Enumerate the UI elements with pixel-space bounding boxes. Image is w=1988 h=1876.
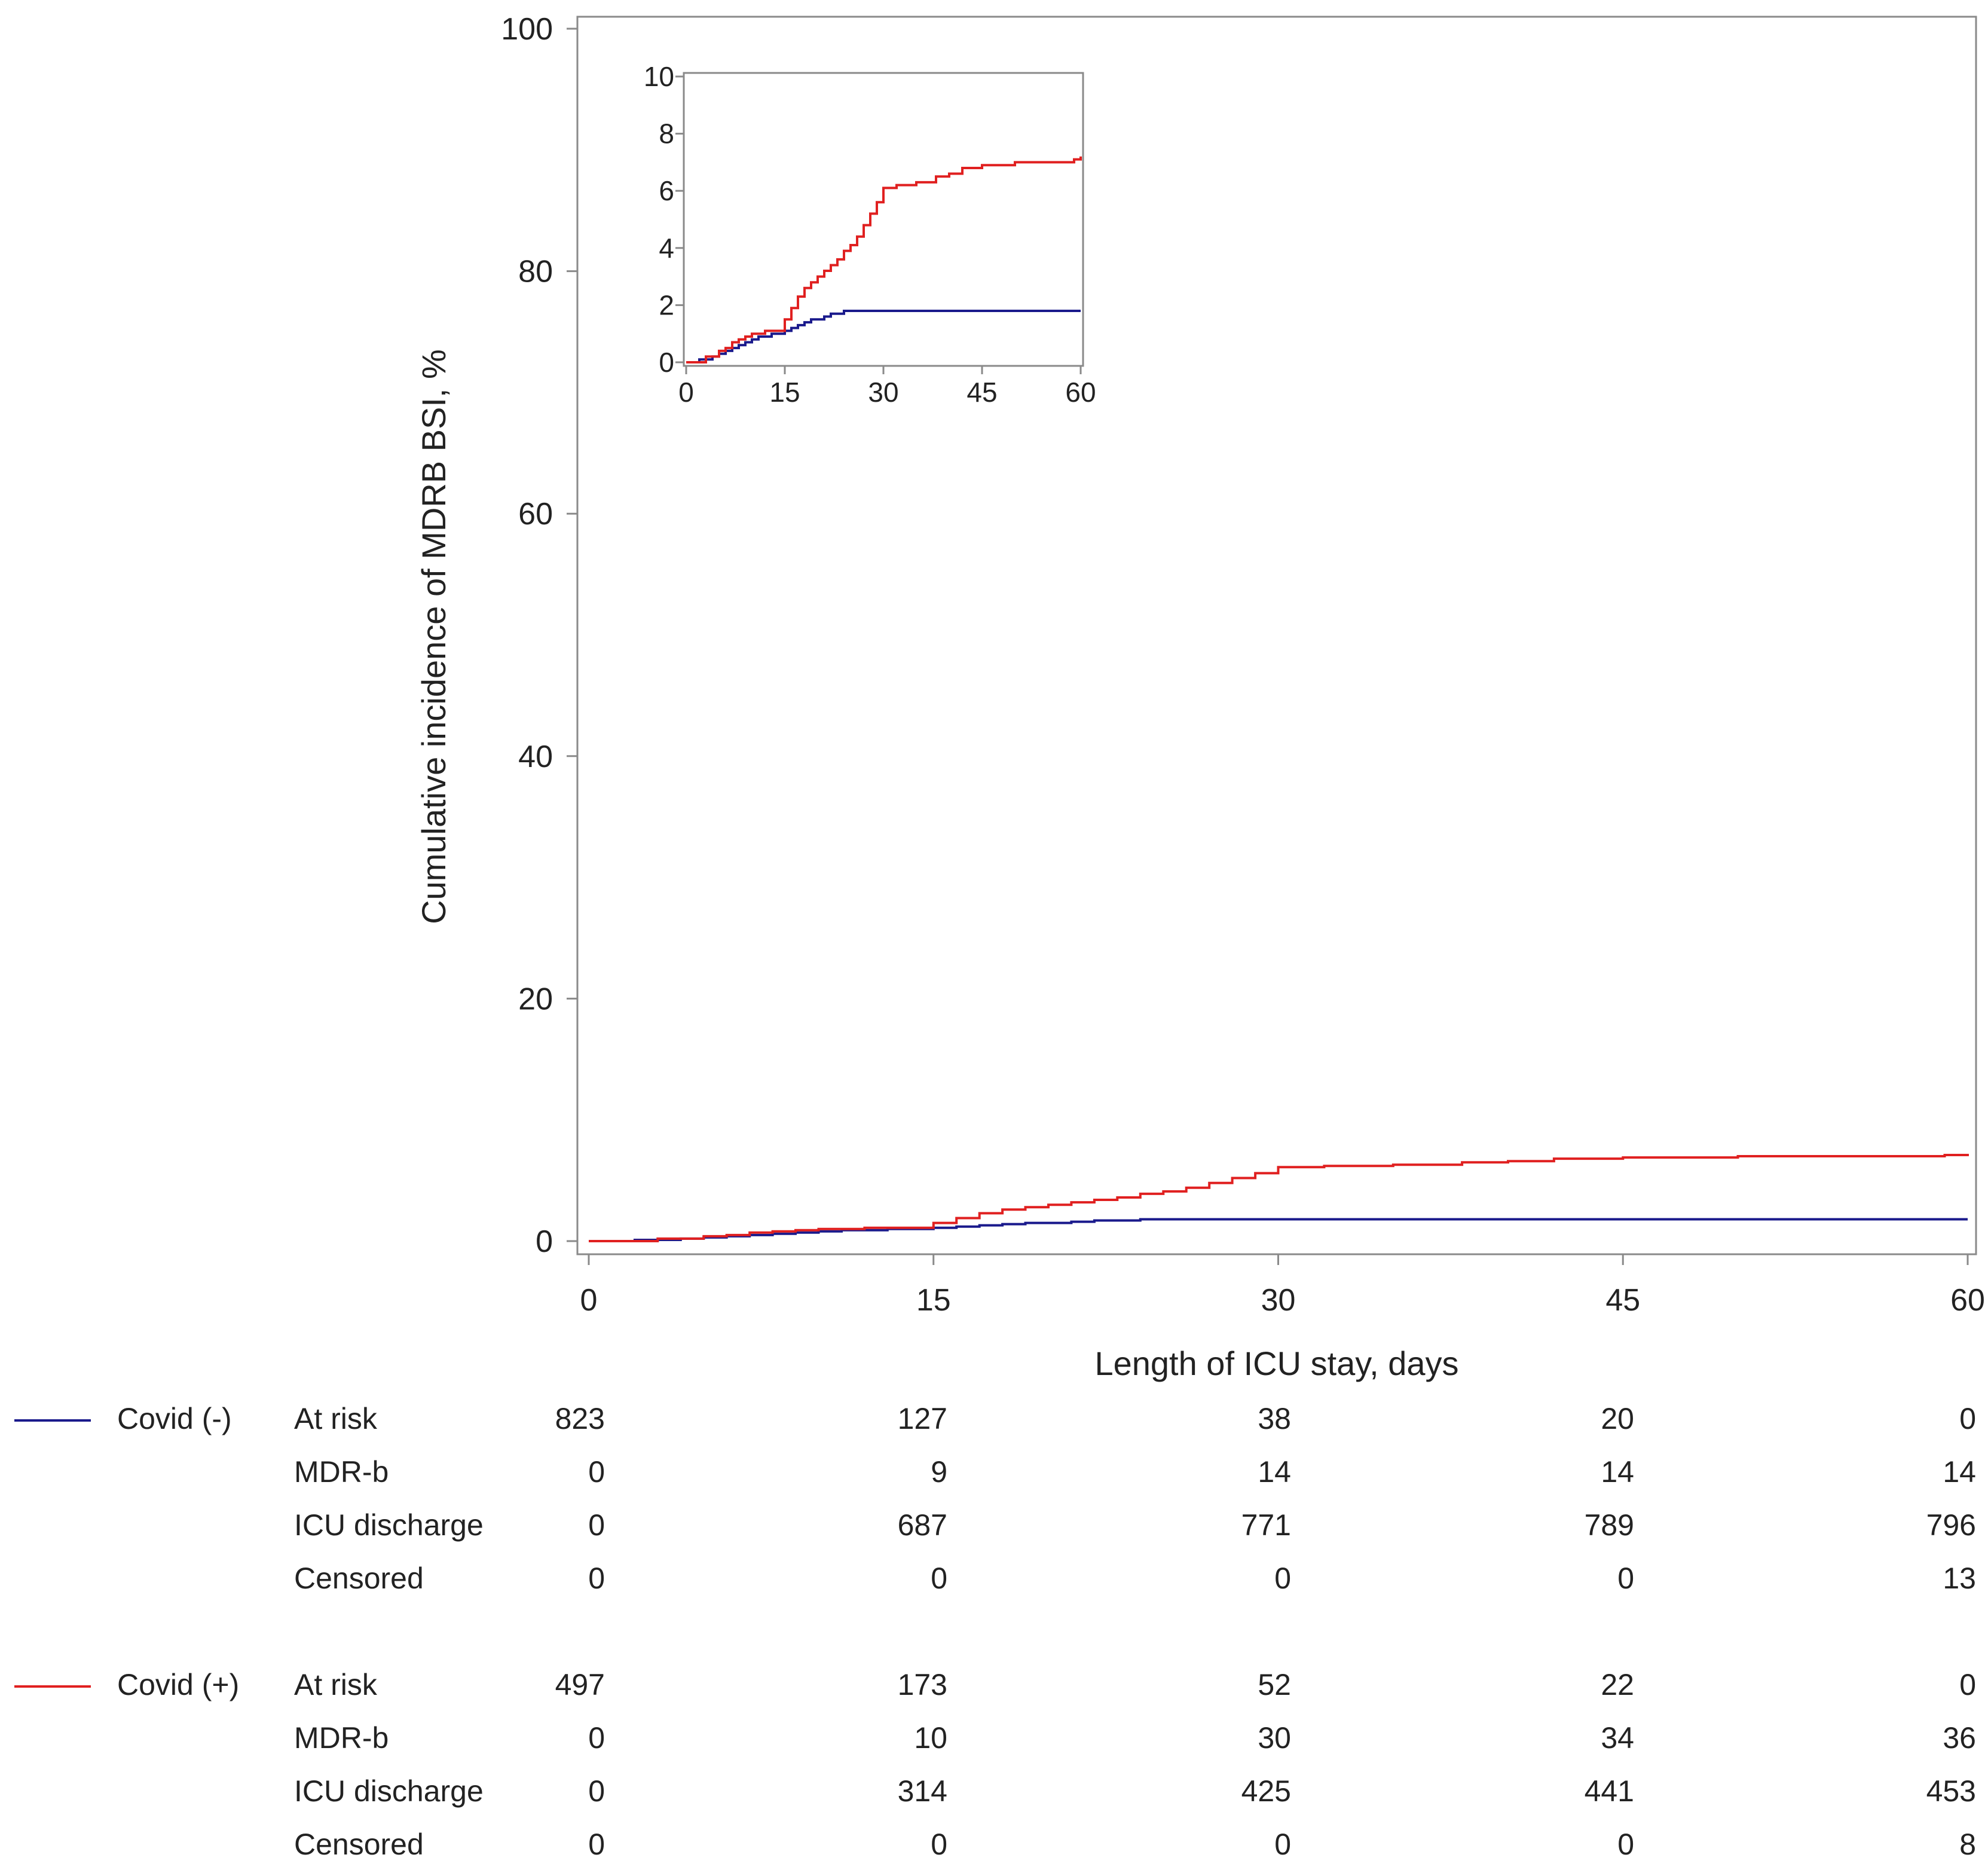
risk-cell-value: 796: [1926, 1508, 1976, 1542]
risk-cell-value: 38: [1258, 1402, 1291, 1435]
risk-cell-value: 497: [555, 1668, 605, 1701]
risk-cell-value: 0: [1959, 1668, 1976, 1701]
main-x-tick-label: 60: [1950, 1283, 1985, 1318]
risk-table: Covid (-) At risk 823 127 38 20 0 MDR-b 0 9 14 14 14…: [14, 1402, 1976, 1861]
inset-x-tick-label: 30: [868, 377, 898, 408]
main-x-tick-label: 15: [916, 1283, 951, 1318]
risk-row-label: ICU discharge: [294, 1774, 484, 1808]
risk-cell-value: 36: [1943, 1721, 1976, 1755]
inset-x-axis: 0 15 30 45 60: [678, 366, 1096, 408]
risk-cell-value: 14: [1943, 1455, 1976, 1489]
risk-cell-value: 0: [588, 1721, 605, 1755]
risk-cell-value: 14: [1601, 1455, 1634, 1489]
risk-cell-value: 14: [1258, 1455, 1291, 1489]
risk-row-label: MDR-b: [294, 1455, 389, 1489]
risk-cell-value: 0: [588, 1828, 605, 1861]
risk-cell-value: 173: [898, 1668, 947, 1701]
main-y-axis: 0 20 40 60 80 100: [501, 12, 577, 1259]
risk-row-label: MDR-b: [294, 1721, 389, 1755]
risk-cell-value: 0: [931, 1562, 947, 1595]
risk-cell-value: 8: [1959, 1828, 1976, 1861]
risk-cell-value: 0: [588, 1562, 605, 1595]
risk-cell-value: 52: [1258, 1668, 1291, 1701]
main-series-line-covid-positive: [589, 1154, 1969, 1242]
inset-y-tick-label: 8: [659, 118, 674, 149]
main-x-tick-label: 45: [1605, 1283, 1640, 1318]
risk-row-label: At risk: [294, 1402, 378, 1435]
main-y-tick-label: 0: [536, 1224, 553, 1259]
risk-cell-value: 0: [588, 1455, 605, 1489]
inset-y-tick-label: 6: [659, 175, 674, 206]
main-x-tick-label: 30: [1261, 1283, 1296, 1318]
risk-cell-value: 0: [931, 1828, 947, 1861]
legend-group-label: Covid (+): [117, 1668, 239, 1701]
risk-cell-value: 0: [1959, 1402, 1976, 1435]
risk-row-label: Censored: [294, 1828, 424, 1861]
risk-cell-value: 22: [1601, 1668, 1634, 1701]
main-plot-frame: [576, 16, 1977, 1255]
risk-cell-value: 0: [1274, 1828, 1291, 1861]
risk-cell-value: 0: [588, 1774, 605, 1808]
inset-y-tick-label: 4: [659, 233, 674, 264]
risk-cell-value: 34: [1601, 1721, 1634, 1755]
inset-y-axis: 0 2 4 6 8 10: [644, 61, 684, 378]
main-y-tick-label: 80: [518, 255, 553, 289]
risk-cell-value: 441: [1585, 1774, 1634, 1808]
inset-plot-frame: [683, 72, 1084, 367]
main-y-tick-label: 20: [518, 982, 553, 1016]
risk-cell-value: 453: [1926, 1774, 1976, 1808]
risk-cell-value: 0: [588, 1508, 605, 1542]
risk-group-covid-positive: Covid (+) At risk 497 173 52 22 0 MDR-b 0 10 30 34 3…: [14, 1668, 1976, 1861]
inset-series-group: [686, 156, 1082, 363]
main-x-axis: 0 15 30 45 60: [580, 1254, 1985, 1318]
main-x-tick-label: 0: [580, 1283, 598, 1318]
y-axis-title: Cumulative incidence of MDRB BSI, %: [415, 349, 452, 924]
legend-group-label: Covid (-): [117, 1402, 232, 1435]
risk-cell-value: 0: [1617, 1828, 1634, 1861]
risk-cell-value: 425: [1241, 1774, 1291, 1808]
x-axis-title: Length of ICU stay, days: [1094, 1345, 1458, 1382]
risk-cell-value: 13: [1943, 1562, 1976, 1595]
inset-y-tick-label: 0: [659, 347, 674, 378]
risk-cell-value: 823: [555, 1402, 605, 1435]
risk-row-label: Censored: [294, 1562, 424, 1595]
risk-cell-value: 127: [898, 1402, 947, 1435]
risk-cell-value: 10: [914, 1721, 947, 1755]
inset-x-tick-label: 45: [967, 377, 997, 408]
inset-series-line-covid-positive: [686, 156, 1082, 363]
risk-cell-value: 687: [898, 1508, 947, 1542]
main-y-tick-label: 100: [501, 12, 553, 47]
risk-cell-value: 314: [898, 1774, 947, 1808]
risk-row-label: ICU discharge: [294, 1508, 484, 1542]
risk-group-covid-negative: Covid (-) At risk 823 127 38 20 0 MDR-b 0 9 14 14 14…: [14, 1402, 1976, 1595]
risk-cell-value: 789: [1585, 1508, 1634, 1542]
inset-y-tick-label: 2: [659, 289, 674, 320]
risk-cell-value: 0: [1274, 1562, 1291, 1595]
risk-cell-value: 0: [1617, 1562, 1634, 1595]
risk-cell-value: 30: [1258, 1721, 1291, 1755]
inset-x-tick-label: 60: [1065, 377, 1096, 408]
risk-cell-value: 771: [1241, 1508, 1291, 1542]
risk-cell-value: 9: [931, 1455, 947, 1489]
main-series-group: [589, 1154, 1969, 1242]
risk-row-label: At risk: [294, 1668, 378, 1701]
inset-y-tick-label: 10: [644, 61, 674, 92]
inset-x-tick-label: 0: [678, 377, 694, 408]
main-y-tick-label: 40: [518, 740, 553, 774]
main-y-tick-label: 60: [518, 497, 553, 531]
risk-cell-value: 20: [1601, 1402, 1634, 1435]
inset-x-tick-label: 15: [769, 377, 800, 408]
